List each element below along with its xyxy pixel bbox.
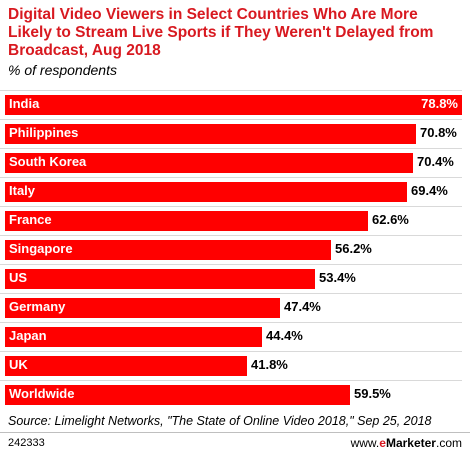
row-separator — [0, 206, 462, 207]
bar — [5, 211, 368, 231]
value-label: 78.8% — [421, 96, 458, 111]
category-label: Italy — [9, 183, 36, 198]
category-label: Philippines — [9, 125, 79, 140]
row-separator — [0, 264, 462, 265]
bar-chart: India 78.8% Philippines 70.8% South Korea 70.… — [0, 90, 470, 410]
category-label: Singapore — [9, 241, 73, 256]
bar — [5, 240, 331, 260]
bar-row: UK 41.8% — [0, 351, 470, 380]
category-label: US — [9, 270, 28, 285]
row-separator — [0, 351, 462, 352]
bar-row: France 62.6% — [0, 206, 470, 235]
bar — [5, 385, 350, 405]
bar-row: Philippines 70.8% — [0, 119, 470, 148]
category-label: India — [9, 96, 40, 111]
bar — [5, 298, 280, 318]
value-label: 56.2% — [335, 241, 372, 256]
row-separator — [0, 90, 462, 91]
chart-title: Digital Video Viewers in Select Countrie… — [8, 6, 434, 59]
category-label: UK — [9, 357, 28, 372]
bar-row: Singapore 56.2% — [0, 235, 470, 264]
value-label: 44.4% — [266, 328, 303, 343]
chart-id: 242333 — [8, 437, 45, 449]
brand-suffix: .com — [435, 436, 462, 450]
row-separator — [0, 322, 462, 323]
bar-row: Worldwide 59.5% — [0, 380, 470, 409]
value-label: 62.6% — [372, 212, 409, 227]
value-label: 41.8% — [251, 357, 288, 372]
brand-e: e — [379, 436, 386, 450]
bar — [5, 153, 413, 173]
bar-row: Germany 47.4% — [0, 293, 470, 322]
category-label: South Korea — [9, 154, 87, 169]
bar-row: India 78.8% — [0, 90, 470, 119]
bar — [5, 269, 315, 289]
bar-row: Japan 44.4% — [0, 322, 470, 351]
source-note: Source: Limelight Networks, "The State o… — [8, 414, 432, 428]
row-separator — [0, 119, 462, 120]
category-label: Worldwide — [9, 386, 75, 401]
category-label: Germany — [9, 299, 66, 314]
bar — [5, 182, 407, 202]
value-label: 70.4% — [417, 154, 454, 169]
brand-prefix: www. — [350, 436, 380, 450]
footer-divider — [0, 432, 470, 433]
bar — [5, 356, 247, 376]
bar — [5, 124, 416, 144]
brand-logo: www.eMarketer.com — [351, 436, 462, 450]
row-separator — [0, 380, 462, 381]
category-label: France — [9, 212, 52, 227]
bar — [5, 327, 262, 347]
row-separator — [0, 235, 462, 236]
value-label: 59.5% — [354, 386, 391, 401]
bar-row: South Korea 70.4% — [0, 148, 470, 177]
bar-row: US 53.4% — [0, 264, 470, 293]
value-label: 53.4% — [319, 270, 356, 285]
row-separator — [0, 293, 462, 294]
bar-row: Italy 69.4% — [0, 177, 470, 206]
value-label: 47.4% — [284, 299, 321, 314]
chart-subtitle: % of respondents — [8, 62, 117, 78]
value-label: 70.8% — [420, 125, 457, 140]
category-label: Japan — [9, 328, 47, 343]
row-separator — [0, 148, 462, 149]
row-separator — [0, 177, 462, 178]
bar — [5, 95, 462, 115]
brand-name: Marketer — [385, 436, 436, 450]
value-label: 69.4% — [411, 183, 448, 198]
